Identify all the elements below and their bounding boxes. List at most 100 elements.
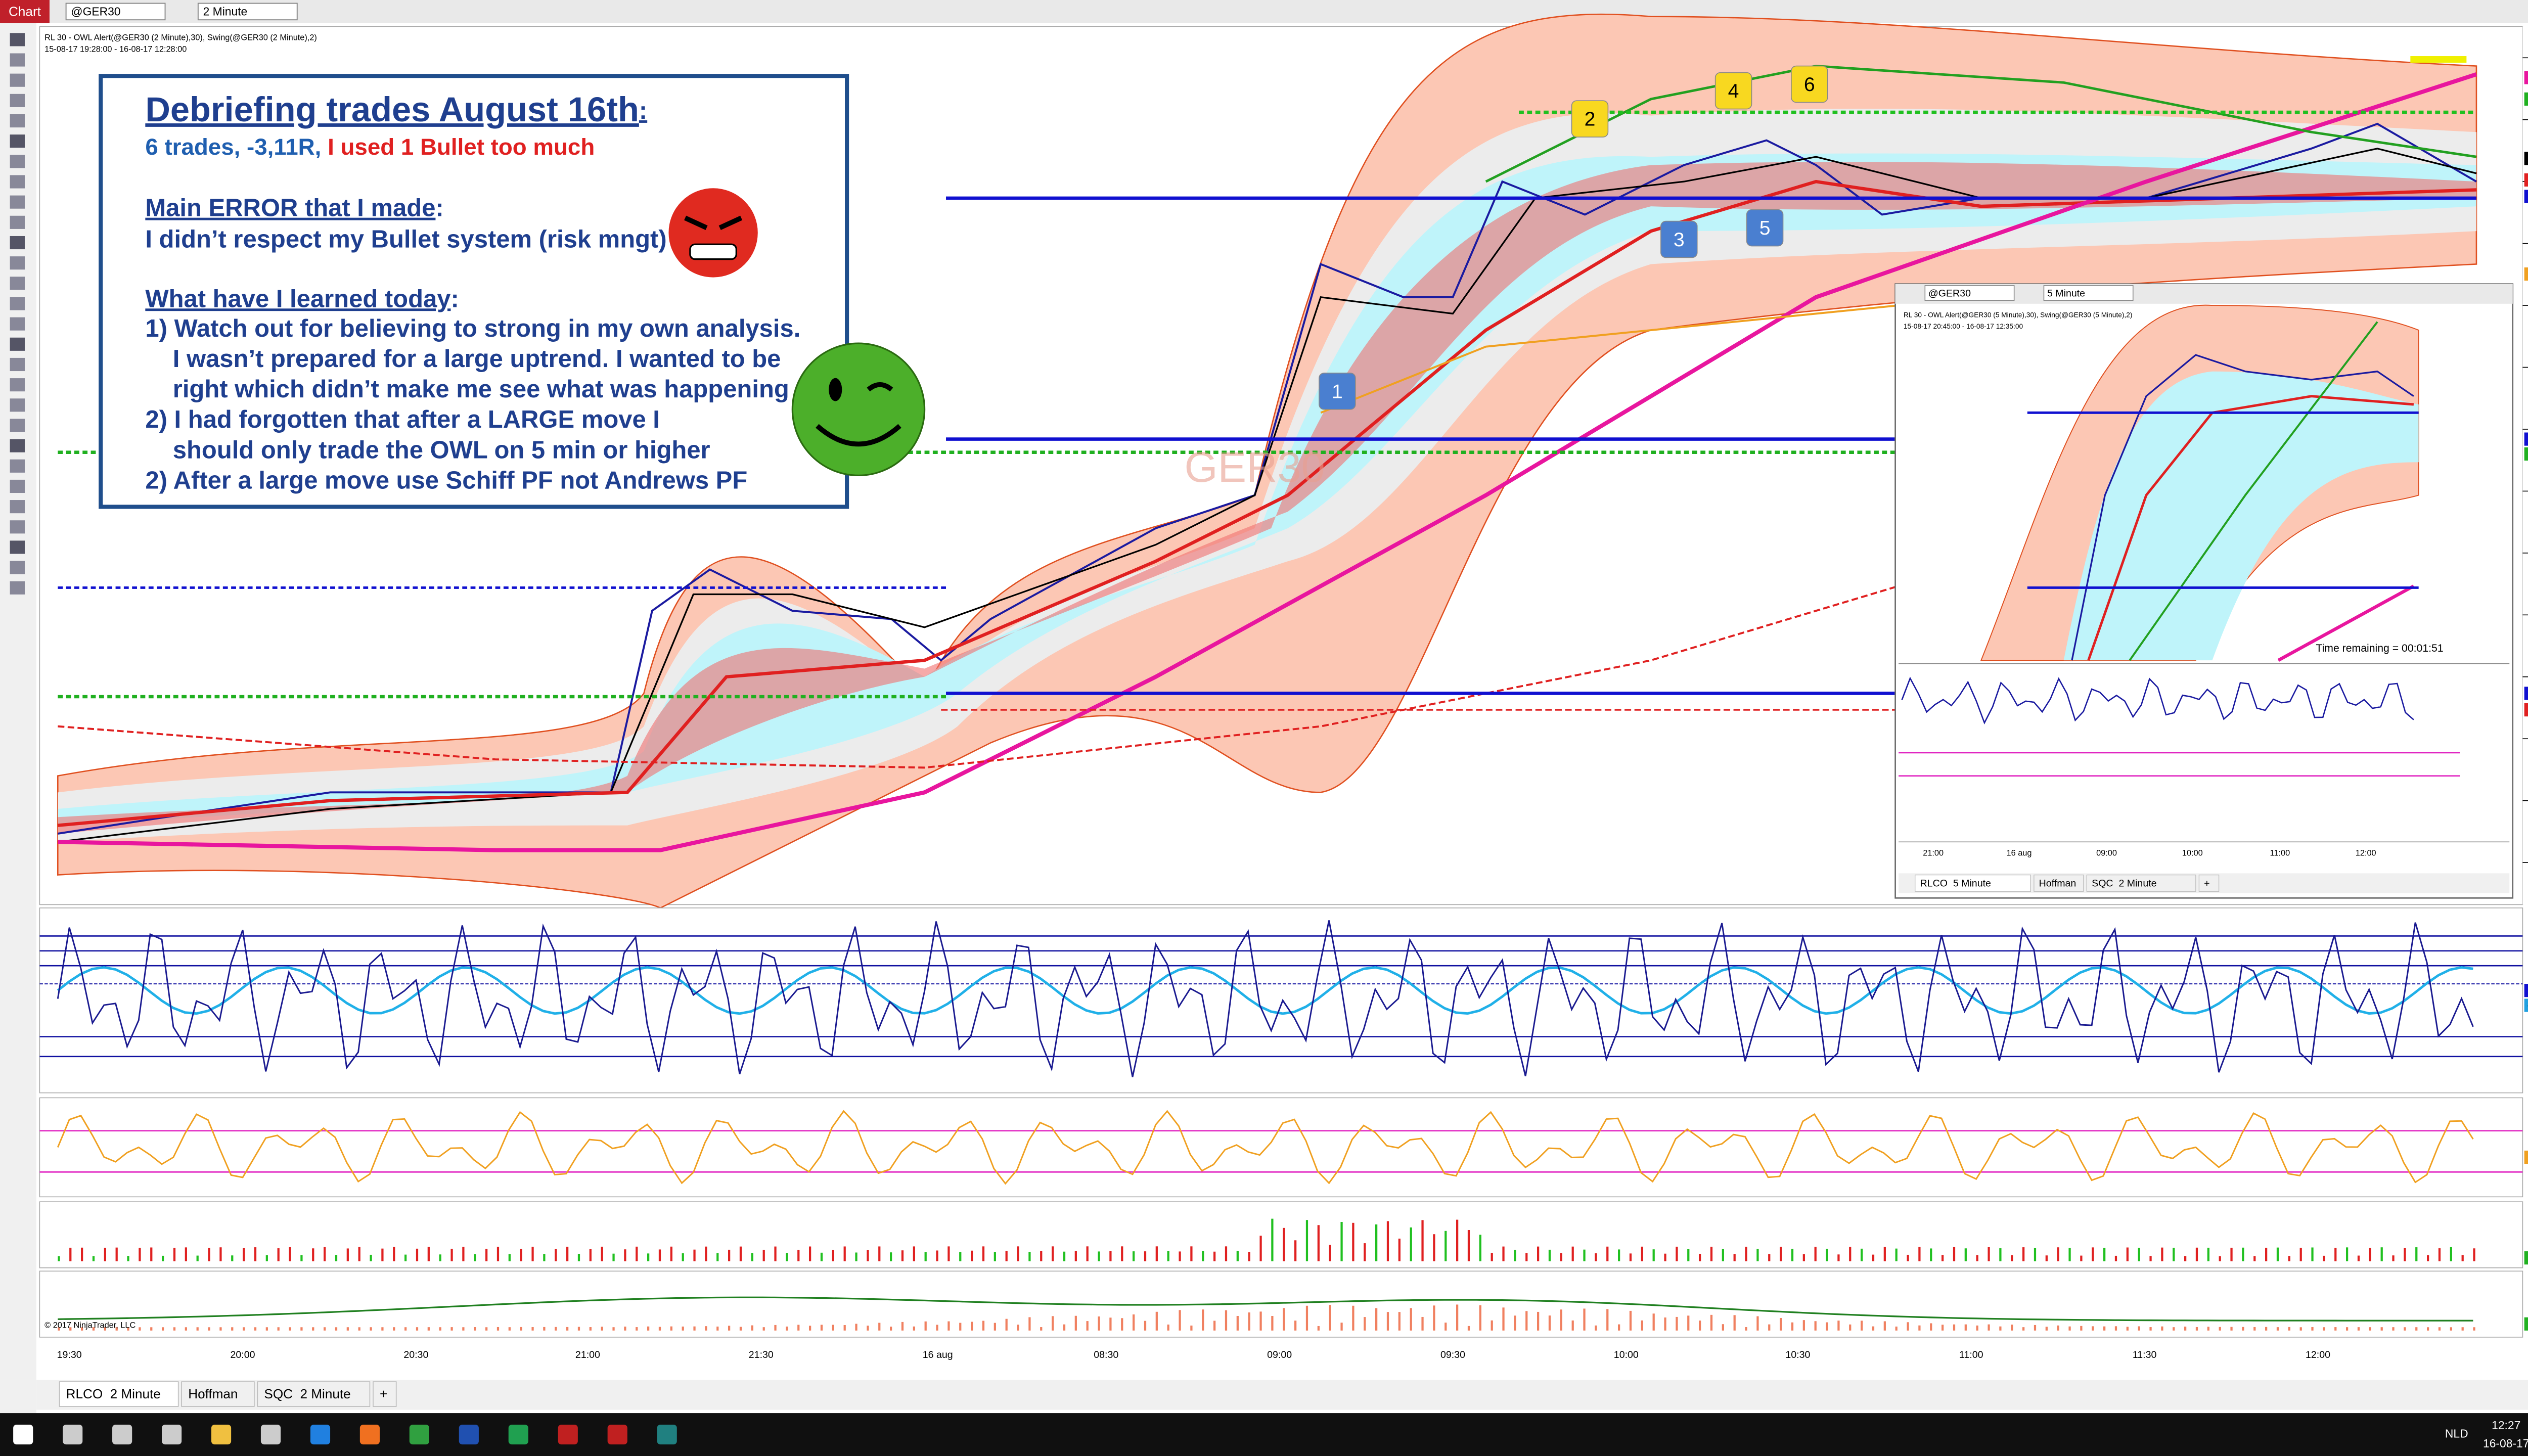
tab[interactable] xyxy=(181,1381,255,1407)
volume-bar xyxy=(1849,1247,1852,1261)
histogram-bar xyxy=(1999,1326,2002,1331)
instrument-select[interactable] xyxy=(65,3,166,21)
tab[interactable] xyxy=(59,1381,179,1407)
volume-bar xyxy=(1491,1253,1493,1261)
tool-icon[interactable] xyxy=(10,53,25,67)
taskbar-icon[interactable] xyxy=(657,1424,677,1445)
tool-icon[interactable] xyxy=(10,215,25,229)
histogram-bar xyxy=(1895,1326,1898,1331)
taskbar-icon[interactable] xyxy=(607,1424,627,1445)
tool-icon[interactable] xyxy=(10,357,25,372)
tool-icon[interactable] xyxy=(10,459,25,473)
indicator-flag xyxy=(2524,1317,2528,1331)
tab[interactable] xyxy=(373,1381,397,1407)
volume-bar xyxy=(728,1249,731,1261)
inset-tab[interactable] xyxy=(1915,874,2031,892)
tool-icon[interactable] xyxy=(10,134,25,148)
price-flag xyxy=(2524,152,2528,165)
volume-bar xyxy=(2045,1255,2048,1261)
chart-button[interactable] xyxy=(0,0,50,23)
histogram-bar xyxy=(1271,1316,1274,1331)
volume-bar xyxy=(1676,1246,1678,1261)
tool-icon[interactable] xyxy=(10,561,25,574)
lesson: 2) After a large move use Schiff PF not … xyxy=(145,467,747,494)
histogram-bar xyxy=(1583,1308,1586,1331)
tool-icon[interactable] xyxy=(10,256,25,270)
tool-icon[interactable] xyxy=(10,378,25,392)
tool-icon[interactable] xyxy=(10,195,25,209)
tool-icon[interactable] xyxy=(10,114,25,128)
tool-icon[interactable] xyxy=(10,419,25,432)
marker-label: 6 xyxy=(1804,74,1815,96)
lesson: should only trade the OWL on 5 min or hi… xyxy=(145,436,710,464)
taskbar-icon[interactable] xyxy=(558,1424,578,1445)
tool-icon[interactable] xyxy=(10,94,25,107)
volume-bar xyxy=(92,1256,95,1261)
histogram-bar xyxy=(682,1326,684,1331)
volume-bar xyxy=(2323,1255,2325,1261)
window-buttons[interactable] xyxy=(2493,3,2528,20)
tool-icon[interactable] xyxy=(10,520,25,534)
taskbar-icon[interactable] xyxy=(409,1424,429,1445)
tool-icon[interactable] xyxy=(10,398,25,412)
histogram-bar xyxy=(1942,1325,1944,1331)
tool-icon[interactable] xyxy=(10,317,25,331)
tool-icon[interactable] xyxy=(10,439,25,452)
histogram-bar xyxy=(127,1327,129,1331)
volume-bar xyxy=(185,1247,187,1261)
taskbar-icon[interactable] xyxy=(162,1424,182,1445)
tool-icon[interactable] xyxy=(10,540,25,554)
volume-bar xyxy=(1236,1251,1239,1261)
histogram-bar xyxy=(670,1326,672,1331)
wink-mouth xyxy=(816,424,901,447)
volume-bar xyxy=(1861,1248,1863,1261)
inset-tab[interactable] xyxy=(2198,874,2220,892)
volume-bar xyxy=(2357,1255,2360,1261)
tool-icon[interactable] xyxy=(10,479,25,493)
taskbar-icon[interactable] xyxy=(260,1424,281,1445)
interval-select[interactable] xyxy=(197,3,298,21)
taskbar-icon[interactable] xyxy=(459,1424,479,1445)
taskbar-icon[interactable] xyxy=(63,1424,83,1445)
time-label: 10:00 xyxy=(1614,1349,1639,1360)
tool-icon[interactable] xyxy=(10,175,25,189)
tool-icon[interactable] xyxy=(10,155,25,168)
volume-bar xyxy=(2392,1255,2395,1261)
histogram-bar xyxy=(2334,1327,2337,1331)
tool-icon[interactable] xyxy=(10,500,25,514)
histogram-bar xyxy=(1814,1321,1817,1331)
tool-icon[interactable] xyxy=(10,33,25,47)
inset-tab[interactable] xyxy=(2086,874,2196,892)
histogram-bar xyxy=(1086,1321,1089,1331)
slow-average xyxy=(57,179,2477,827)
volume-bar xyxy=(797,1250,800,1261)
volume-bar xyxy=(1074,1251,1077,1261)
tool-icon[interactable] xyxy=(10,297,25,310)
taskbar-icon[interactable] xyxy=(508,1424,528,1445)
marker-box xyxy=(1660,220,1698,258)
tool-icon[interactable] xyxy=(10,73,25,87)
histogram-bar xyxy=(589,1327,592,1331)
histogram-bar xyxy=(520,1327,522,1331)
tab[interactable] xyxy=(257,1381,371,1407)
histogram-bar xyxy=(601,1327,603,1331)
taskbar-icon[interactable] xyxy=(211,1424,232,1445)
tool-icon[interactable] xyxy=(10,236,25,250)
tool-icon[interactable] xyxy=(10,277,25,290)
taskbar-icon[interactable] xyxy=(359,1424,380,1445)
tool-icon[interactable] xyxy=(10,337,25,351)
taskbar-icon[interactable] xyxy=(112,1424,132,1445)
taskbar-icon[interactable] xyxy=(13,1424,33,1445)
inset-tab[interactable] xyxy=(2034,874,2084,892)
osc-flag xyxy=(2524,998,2528,1012)
volume-bar xyxy=(1618,1249,1620,1261)
volume-bar xyxy=(1098,1251,1100,1261)
inset-instrument-select[interactable] xyxy=(1924,285,2015,301)
inset-interval-select[interactable] xyxy=(2043,285,2134,301)
tool-icon[interactable] xyxy=(10,581,25,595)
histogram-bar xyxy=(2230,1327,2233,1331)
histogram-bar xyxy=(1537,1311,1540,1331)
histogram-bar xyxy=(92,1327,95,1331)
taskbar-icon[interactable] xyxy=(310,1424,331,1445)
